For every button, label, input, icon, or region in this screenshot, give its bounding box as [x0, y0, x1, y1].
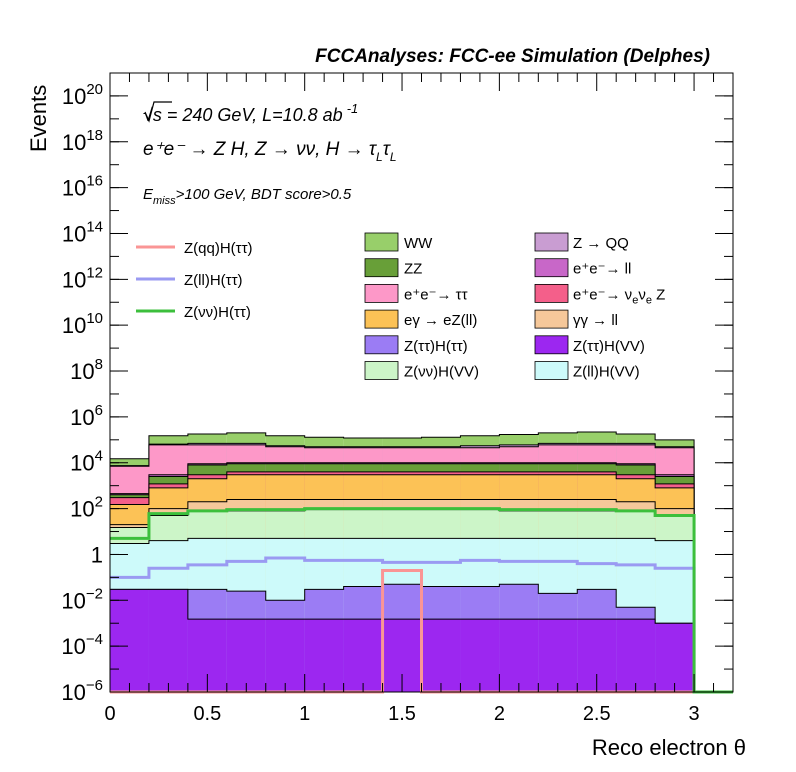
legend-box-swatch	[364, 309, 399, 329]
legend-box-label: e⁺e⁻→ ττ	[404, 286, 468, 303]
legend-box-label: Z(ττ)H(VV)	[573, 338, 645, 355]
y-tick-label: 1016	[62, 173, 103, 201]
annotation-cuts-e: E	[143, 186, 154, 203]
stack-11-outline	[109, 431, 695, 692]
legend-box-swatch	[364, 232, 399, 252]
x-tick-label: 3	[689, 703, 700, 725]
chart-title: FCCAnalyses: FCC-ee Simulation (Delphes)	[315, 46, 710, 67]
sqrt-sign	[144, 101, 172, 123]
y-tick-label: 102	[70, 494, 103, 522]
legend-box-label: eγ → eZ(ll)	[404, 312, 477, 329]
stack-0-bar	[148, 589, 188, 692]
stack-6-outline	[109, 471, 695, 692]
legend-box-label: WW	[404, 235, 433, 252]
y-tick-label: 10−6	[61, 677, 103, 705]
stack-0-bar	[304, 619, 344, 692]
stack-0-bar	[538, 619, 578, 692]
stack-0-bar	[616, 619, 656, 692]
stack-2-outline	[109, 537, 695, 692]
y-tick-label: 1010	[62, 310, 103, 338]
annotation-lumi-sup: -1	[347, 101, 359, 116]
legend-box-label: γγ → ll	[573, 312, 618, 329]
annotation-cuts: Emiss>100 GeV, BDT score>0.5	[143, 186, 352, 207]
legend-box-swatch	[534, 335, 569, 355]
legend: Z(qq)H(ττ) Z(ll)H(ττ) Z(νν)H(ττ) WW ZZ e⁺e⁻→ …	[136, 232, 665, 381]
annotation-process-tau: τ	[383, 139, 392, 160]
stack-10-outline	[109, 442, 695, 692]
annotation-cuts-rest: >100 GeV, BDT score>0.5	[176, 186, 352, 203]
legend-line-label: Z(νν)H(ττ)	[184, 304, 251, 321]
x-tick-label: 2	[494, 703, 505, 725]
x-tick-label: 1	[299, 703, 310, 725]
y-axis-label: Events	[26, 85, 51, 152]
y-tick-label: 1018	[62, 127, 103, 155]
annotation-process-text: e⁺e⁻ → Z H, Z → νν, H → τ	[143, 139, 378, 160]
stack-0-bar	[110, 589, 149, 692]
stack-9-outline	[109, 444, 695, 692]
legend-box-label: e⁺e⁻→ νeνe Z	[573, 286, 665, 306]
annotation-process: e⁺e⁻ → Z H, Z → νν, H → τLτL	[143, 139, 397, 164]
stack-0-bar	[226, 619, 266, 692]
x-tick-label: 0	[104, 703, 115, 725]
stack-0-bar	[499, 619, 539, 692]
legend-box-swatch	[534, 309, 569, 329]
stack-7-outline	[109, 463, 695, 692]
x-tick-label: 0.5	[193, 703, 221, 725]
x-tick-label: 1.5	[388, 703, 416, 725]
annotation-block: √s = 240 GeV, L=10.8 ab -1 e⁺e⁻ → Z H, Z …	[143, 101, 397, 207]
y-tick-label: 1014	[62, 218, 103, 246]
y-tick-label: 106	[70, 402, 103, 430]
stack-0-bar	[421, 619, 461, 692]
legend-box-swatch	[364, 361, 399, 380]
y-tick-label: 10−4	[61, 631, 103, 659]
annotation-energy-lumi: √s = 240 GeV, L=10.8 ab -1	[143, 101, 358, 125]
legend-box-swatch	[534, 361, 569, 380]
legend-box-swatch	[534, 283, 569, 303]
legend-box-swatch	[364, 258, 399, 278]
legend-box-swatch	[364, 283, 399, 303]
stack-4-outline	[109, 498, 695, 692]
stack-5-outline	[109, 474, 695, 692]
legend-box-label: Z(νν)H(VV)	[404, 364, 479, 381]
stack-0-outline	[109, 588, 695, 692]
legend-box-swatch	[534, 232, 569, 252]
legend-box-label: e⁺e⁻→ ll	[573, 261, 631, 278]
legend-box-label: Z → QQ	[573, 235, 629, 252]
legend-box-swatch	[364, 335, 399, 355]
annotation-process-sub1: L	[376, 150, 383, 164]
y-tick-label: 10−2	[61, 585, 103, 613]
x-axis-label: Reco electron θ	[592, 735, 746, 760]
legend-box-label: Z(ll)H(VV)	[573, 364, 640, 381]
y-tick-label: 1012	[62, 264, 103, 292]
y-tick-label: 108	[70, 356, 103, 384]
annotation-cuts-sub: miss	[153, 195, 176, 207]
legend-box-label: Z(ττ)H(ττ)	[404, 338, 468, 355]
legend-line-label: Z(ll)H(ττ)	[184, 272, 243, 289]
signal-line-2	[110, 507, 733, 694]
stack-0-bar	[460, 619, 500, 692]
legend-box-label: ZZ	[404, 261, 422, 278]
y-tick-label: 104	[70, 448, 103, 476]
legend-line-label: Z(qq)H(ττ)	[184, 240, 253, 257]
stack-0-bar	[343, 619, 383, 692]
stack-0-bar	[655, 623, 695, 692]
annotation-energy-lumi-text: √s = 240 GeV, L=10.8 ab	[143, 105, 343, 125]
x-tick-label: 2.5	[583, 703, 611, 725]
signal-line-1	[110, 556, 733, 694]
stack-0-bar	[265, 619, 305, 692]
tick-layer: 0 0.5 1 1.5 2 2.5 3 10−6 10−4 10−2 1 102 104 106 108 10…	[61, 73, 733, 725]
annotation-process-sub2: L	[390, 150, 397, 164]
y-tick-label: 1020	[62, 81, 103, 109]
legend-box-swatch	[534, 258, 569, 278]
stack-8-outline	[109, 462, 695, 692]
y-tick-label: 1	[91, 542, 103, 567]
